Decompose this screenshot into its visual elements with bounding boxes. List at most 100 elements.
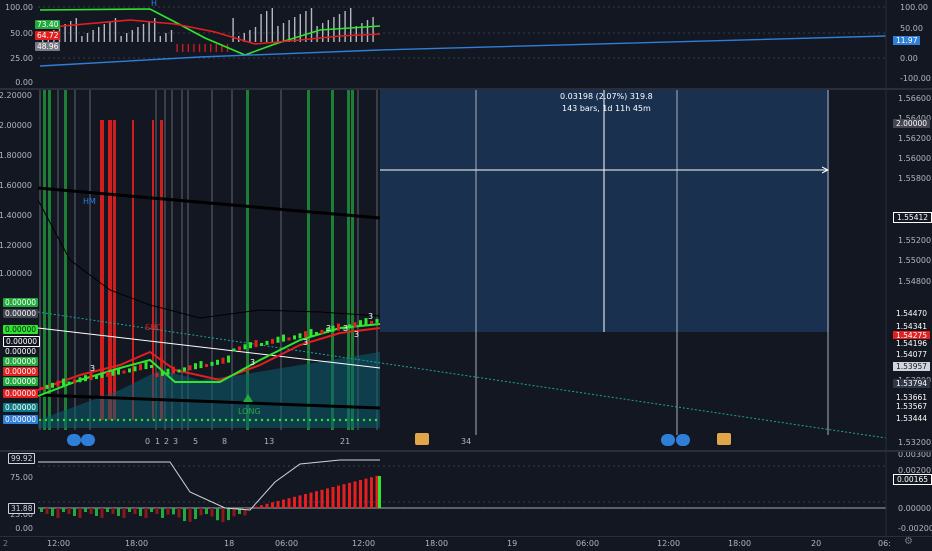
pane-separator-top[interactable] (0, 88, 932, 90)
baseline-dot (212, 418, 216, 422)
main-left-badge: 0.00000 (3, 298, 39, 307)
oscillator-bar (216, 508, 219, 521)
oscillator-bar (133, 508, 137, 514)
oscillator-bar (73, 508, 76, 516)
settings-gear-icon[interactable]: ⚙ (904, 536, 913, 547)
pane-separator-bottom[interactable] (0, 450, 932, 452)
oscillator-bar (320, 489, 324, 508)
bottom-left-axis-label: 0.00 (15, 524, 33, 533)
baseline-dot (224, 418, 228, 422)
candle (100, 373, 104, 378)
bottom-right-axis-label: -0.00200 (898, 524, 932, 533)
pattern-number: 3 (326, 324, 332, 333)
candle (337, 323, 340, 331)
bottom-oscillator-pane[interactable]: 75.00 25.00 0.00 0.00300 0.00200 0.00000 -0.00… (0, 452, 932, 536)
oscillator-bar (298, 495, 302, 508)
baseline-dot (326, 418, 330, 422)
main-price-pane[interactable]: 2.20000 2.00000 1.80000 1.60000 1.40000 1.200… (0, 90, 932, 450)
baseline-dot (164, 418, 168, 422)
candle (359, 320, 362, 327)
main-left-axis-label: 2.00000 (0, 121, 32, 130)
bottom-left-badge: 99.92 (8, 453, 36, 464)
oscillator-bar (78, 508, 82, 518)
oscillator-bar (128, 508, 131, 512)
signal-green-band (351, 90, 354, 430)
oscillator-bar (155, 508, 159, 514)
time-tick: 06:00 (275, 539, 299, 548)
pane-number: 2 (3, 539, 9, 548)
histogram-bar (70, 21, 72, 42)
oscillator-bar (166, 508, 170, 515)
projection-line (37, 311, 887, 439)
baseline-dot (80, 418, 84, 422)
signal-green-band (48, 90, 51, 430)
baseline-dot (218, 418, 222, 422)
earnings-icon[interactable] (415, 433, 429, 445)
oscillator-bar (227, 508, 230, 521)
histogram-bar (344, 11, 346, 42)
main-left-badge: 0.00000 (3, 367, 39, 376)
signal-green-band (64, 90, 67, 430)
count-label: 8 (222, 437, 228, 446)
histogram-bar (249, 30, 251, 42)
main-left-axis-label: 1.40000 (0, 211, 32, 220)
candle (117, 367, 120, 375)
histogram-bar (322, 23, 324, 42)
histogram-bar (361, 23, 363, 42)
oscillator-bar (111, 508, 115, 514)
top-blue-line (39, 35, 887, 67)
baseline-dot (200, 418, 204, 422)
histogram-bar (137, 27, 139, 42)
top-indicator-pane[interactable]: 100.00 50.00 25.00 0.00 100.00 50.00 0.00 -100.… (0, 0, 932, 88)
histogram-bar (288, 20, 290, 42)
baseline-dot (368, 418, 372, 422)
baseline-dot (338, 418, 342, 422)
oscillator-bar (287, 498, 291, 508)
candle (221, 357, 225, 364)
histogram-bar (271, 8, 273, 42)
candle (199, 361, 203, 369)
histogram-bar (316, 26, 318, 42)
candle (271, 338, 274, 344)
candle (89, 373, 93, 381)
time-tick: 18:00 (425, 539, 449, 548)
baseline-dot (92, 418, 96, 422)
baseline-dot (260, 418, 264, 422)
baseline-dot (116, 418, 120, 422)
baseline-dot (110, 418, 114, 422)
histogram-bar (154, 18, 156, 42)
oscillator-bar (309, 492, 313, 508)
baseline-dot (134, 418, 138, 422)
top-left-badge: 64.72 (35, 31, 61, 40)
histogram-bar (266, 11, 268, 42)
measure-label-bars: 143 bars, 1d 11h 45m (562, 104, 651, 113)
events-icon[interactable] (81, 434, 95, 446)
time-tick: 06: (878, 539, 891, 548)
oscillator-bar (188, 508, 192, 522)
candle (364, 318, 368, 326)
histogram-bar (103, 24, 105, 42)
candle (265, 340, 269, 345)
oscillator-bar (205, 508, 208, 515)
pattern-number: 3 (368, 312, 374, 321)
events-icon[interactable] (67, 434, 81, 446)
candle (56, 380, 60, 387)
dividend-icon[interactable] (717, 433, 731, 445)
histogram-bar (120, 36, 122, 42)
baseline-dot (56, 418, 60, 422)
histogram-bar (114, 18, 117, 42)
candle (139, 364, 142, 371)
histogram-bar (126, 33, 128, 42)
baseline-dot (248, 418, 252, 422)
histogram-bar (182, 44, 184, 52)
time-axis[interactable]: 12:00 18:00 18 06:00 12:00 18:00 19 06:0… (0, 536, 932, 551)
events-icon[interactable] (661, 434, 675, 446)
events-icon[interactable] (676, 434, 690, 446)
signal-green-band (307, 90, 310, 430)
histogram-bar (75, 18, 77, 42)
baseline-dot (332, 418, 336, 422)
short-label: SHO (145, 323, 163, 332)
oscillator-bar (276, 501, 280, 508)
histogram-bar (131, 30, 133, 42)
signal-red-band (132, 120, 134, 420)
